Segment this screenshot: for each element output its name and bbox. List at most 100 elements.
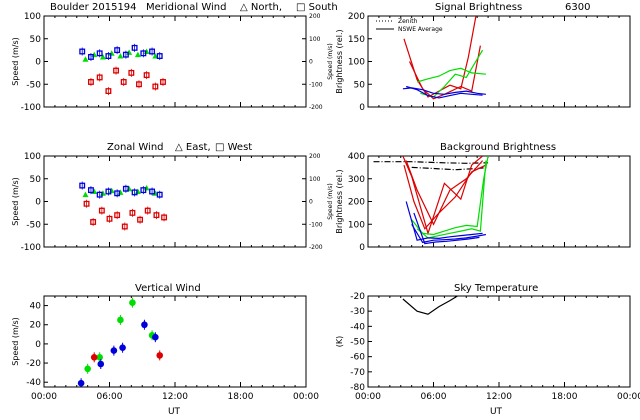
zonal-point (90, 219, 97, 225)
background-panel: 0 100 200 300 400 Brightness (rel.) (335, 152, 631, 253)
skytemp-xtick-label: 00:00 (355, 392, 381, 402)
zonal-ylabel: Speed (m/s) (11, 177, 20, 226)
signal-ytick-label: 150 (348, 35, 365, 45)
vertical-point (84, 365, 91, 373)
background-ytick-label: 100 (348, 220, 365, 230)
skytemp-title: Sky Temperature (454, 283, 538, 294)
vertical-ytick-label: 20 (30, 321, 42, 331)
vertical-title: Vertical Wind (135, 283, 201, 294)
skytemp-ytick-label: -60 (350, 353, 365, 363)
signal-ytick-label: 50 (354, 80, 366, 90)
skytemp-data (402, 296, 458, 315)
meridional-point (140, 50, 147, 57)
skytemp-ytick-label: -30 (350, 307, 365, 317)
background-series-line (405, 201, 483, 241)
legend-average: NSWE Average (398, 26, 443, 33)
meridional-point (82, 56, 89, 62)
zonal-point (153, 212, 160, 219)
signal-ytick-label: 0 (359, 103, 365, 113)
signal-ytick-label: 200 (348, 12, 365, 22)
vertical-ytick-label: 0 (35, 340, 41, 350)
meridional-ylabel: Speed (m/s) (11, 37, 20, 86)
meridional-point (156, 53, 163, 59)
meridional-point (87, 79, 94, 85)
signal-ytick-label: 100 (348, 58, 365, 68)
skytemp-xtick-label: 06:00 (421, 392, 447, 402)
vertical-xtick-label: 18:00 (228, 392, 254, 402)
vertical-frame (43, 295, 307, 388)
skytemp-panel: -80 -70 -60 -50 -40 -30 -20 (K) (335, 292, 631, 393)
zonal-ytick-right-label: -200 (309, 244, 323, 251)
signal-data (402, 16, 486, 100)
meridional-point (96, 74, 103, 81)
signal-series-line (416, 67, 486, 83)
meridional-point (128, 69, 135, 76)
zonal-ytick-label: -100 (21, 243, 42, 253)
skytemp-xtick-label: 00:00 (617, 392, 640, 402)
zonal-ytick-label: 50 (30, 175, 42, 185)
meridional-ytick-label: 100 (24, 12, 41, 22)
vertical-point (77, 379, 85, 387)
signal-wavelength: 6300 (565, 2, 590, 13)
zonal-ytick-label: 100 (24, 152, 41, 162)
background-ytick-label: 400 (348, 152, 365, 162)
skytemp-ytick-label: -50 (350, 338, 365, 348)
vertical-ytick-label: -20 (26, 359, 41, 369)
vertical-ytick-label: 40 (30, 302, 42, 312)
zonal-point (114, 212, 121, 219)
zonal-point (99, 190, 106, 196)
background-series-line (411, 156, 489, 236)
meridional-point (122, 51, 129, 58)
meridional-point (113, 67, 119, 74)
background-series-line (403, 164, 487, 230)
skytemp-xlabel: UT (490, 407, 503, 417)
skytemp-ytick-label: -40 (350, 322, 365, 332)
vertical-ylabel: Speed (m/s) (11, 317, 20, 366)
zonal-point (105, 188, 112, 195)
zonal-point (140, 187, 147, 194)
signal-series-line (402, 87, 486, 95)
skytemp-ytick-label: -20 (350, 292, 365, 302)
meridional-point (99, 53, 106, 60)
vertical-xtick-label: 12:00 (162, 392, 188, 402)
meridional-ytick-label: 0 (35, 58, 41, 68)
background-data (373, 156, 489, 245)
zonal-point (82, 191, 89, 198)
vertical-xtick-label: 00:00 (293, 392, 319, 402)
vertical-point (129, 299, 136, 307)
signal-series-line (406, 85, 483, 99)
vertical-xtick-label: 00:00 (31, 392, 57, 402)
zonal-ytick-label: 0 (35, 198, 41, 208)
zonal-point (137, 216, 144, 223)
zonal-point (149, 188, 156, 195)
zonal-point (161, 214, 168, 221)
meridional-point (96, 50, 103, 57)
zonal-point (129, 209, 136, 216)
meridional-ytick-label: 50 (30, 35, 42, 45)
meridional-point (105, 88, 112, 95)
zonal-frame (43, 155, 307, 248)
zonal-ytick-right-label: 100 (309, 176, 321, 183)
background-ytick-label: 0 (359, 243, 365, 253)
meridional-point (87, 54, 94, 60)
meridional-panel: -100 -50 0 50 100 -200 -100 0 100 200 Speed (m/s) S… (11, 12, 334, 113)
zonal-ytick-label: -50 (26, 220, 41, 230)
skytemp-ytick-label: -80 (350, 383, 365, 393)
background-ylabel: Brightness (rel.) (335, 169, 344, 233)
meridional-ytick-right-label: -200 (309, 104, 323, 111)
zonal-point (156, 191, 163, 198)
meridional-point (134, 51, 141, 58)
zonal-point (122, 185, 129, 192)
zonal-point (79, 182, 86, 189)
skytemp-frame (367, 295, 631, 388)
vertical-xlabel: UT (168, 407, 181, 417)
zonal-point (114, 190, 121, 197)
signal-panel: 0 50 100 150 200 Brightness (rel.) (335, 12, 631, 113)
background-title: Background Brightness (440, 142, 556, 153)
zonal-data (79, 181, 168, 231)
meridional-ytick-label: -100 (21, 103, 42, 113)
background-ytick-label: 300 (348, 175, 365, 185)
zonal-ylabel-right: Speed (m/s) (327, 183, 334, 219)
vertical-point (110, 347, 118, 354)
meridional-ytick-right-label: 0 (309, 59, 313, 66)
